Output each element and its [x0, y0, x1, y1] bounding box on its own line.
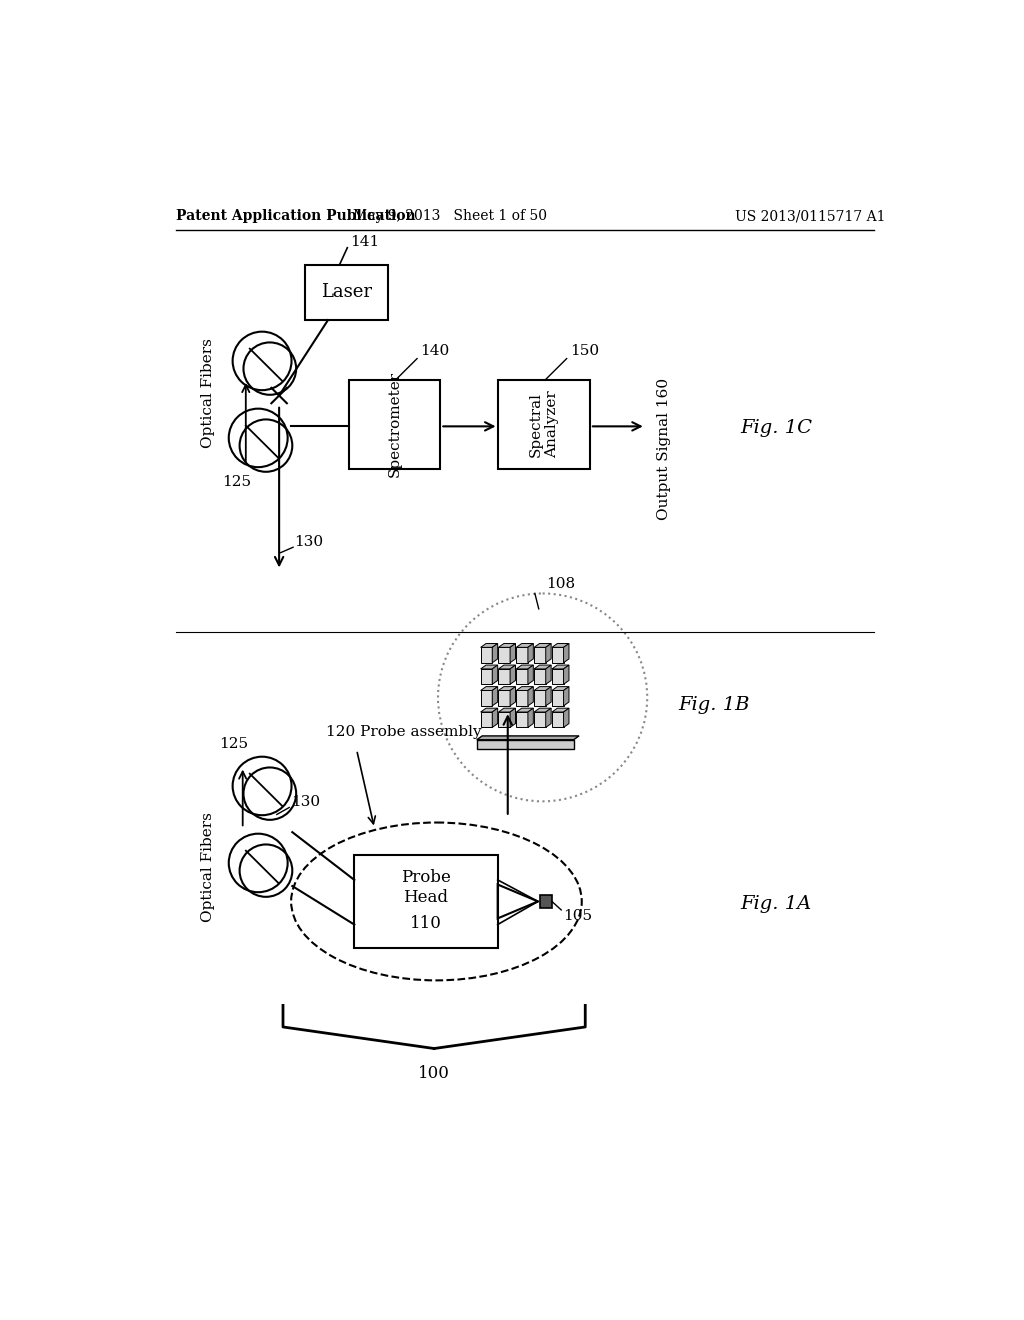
Polygon shape — [528, 644, 534, 663]
Polygon shape — [516, 647, 528, 663]
Polygon shape — [493, 686, 498, 706]
Polygon shape — [493, 644, 498, 663]
Text: 140: 140 — [420, 345, 450, 358]
Polygon shape — [552, 686, 569, 690]
Polygon shape — [535, 686, 551, 690]
Polygon shape — [528, 686, 534, 706]
Text: 120 Probe assembly: 120 Probe assembly — [326, 725, 481, 739]
Polygon shape — [528, 665, 534, 684]
Text: 150: 150 — [569, 345, 599, 358]
Text: Patent Application Publication: Patent Application Publication — [176, 209, 416, 223]
Polygon shape — [477, 739, 573, 748]
Text: 100: 100 — [418, 1065, 451, 1082]
Polygon shape — [516, 669, 528, 684]
Text: May 9, 2013   Sheet 1 of 50: May 9, 2013 Sheet 1 of 50 — [352, 209, 547, 223]
Polygon shape — [552, 669, 563, 684]
Polygon shape — [535, 647, 546, 663]
Polygon shape — [516, 708, 534, 711]
Text: 108: 108 — [547, 577, 575, 591]
Text: Optical Fibers: Optical Fibers — [201, 812, 215, 921]
Bar — [354, 855, 498, 948]
Text: 125: 125 — [219, 737, 248, 751]
Text: Spectrometer: Spectrometer — [388, 371, 401, 478]
Polygon shape — [546, 644, 551, 663]
Polygon shape — [552, 711, 563, 727]
Polygon shape — [499, 708, 515, 711]
Polygon shape — [480, 711, 493, 727]
Text: Laser: Laser — [322, 284, 372, 301]
Text: Optical Fibers: Optical Fibers — [201, 338, 215, 449]
Text: Fig. 1C: Fig. 1C — [740, 418, 812, 437]
Polygon shape — [477, 737, 579, 739]
Polygon shape — [493, 665, 498, 684]
Bar — [349, 380, 440, 469]
Polygon shape — [563, 686, 569, 706]
Polygon shape — [499, 669, 510, 684]
Polygon shape — [493, 708, 498, 727]
Text: US 2013/0115717 A1: US 2013/0115717 A1 — [735, 209, 886, 223]
Polygon shape — [552, 644, 569, 647]
Polygon shape — [516, 711, 528, 727]
Polygon shape — [552, 690, 563, 706]
Polygon shape — [480, 669, 493, 684]
Polygon shape — [516, 644, 534, 647]
Polygon shape — [480, 690, 493, 706]
Polygon shape — [499, 690, 510, 706]
Polygon shape — [528, 708, 534, 727]
Polygon shape — [563, 708, 569, 727]
Polygon shape — [516, 665, 534, 669]
Polygon shape — [546, 708, 551, 727]
Text: Fig. 1B: Fig. 1B — [678, 696, 750, 714]
Polygon shape — [546, 665, 551, 684]
Polygon shape — [563, 644, 569, 663]
Polygon shape — [510, 708, 515, 727]
Polygon shape — [499, 665, 515, 669]
Text: 110: 110 — [410, 915, 442, 932]
Polygon shape — [480, 686, 498, 690]
Polygon shape — [535, 665, 551, 669]
Polygon shape — [546, 686, 551, 706]
Polygon shape — [535, 708, 551, 711]
Polygon shape — [552, 708, 569, 711]
Polygon shape — [516, 690, 528, 706]
Polygon shape — [516, 686, 534, 690]
Polygon shape — [535, 690, 546, 706]
Text: 141: 141 — [349, 235, 379, 248]
Bar — [540, 895, 552, 908]
Polygon shape — [535, 669, 546, 684]
Polygon shape — [499, 644, 515, 647]
Polygon shape — [535, 644, 551, 647]
Polygon shape — [499, 686, 515, 690]
Text: 130: 130 — [291, 795, 319, 809]
Polygon shape — [510, 686, 515, 706]
Bar — [305, 264, 388, 321]
Polygon shape — [480, 647, 493, 663]
Polygon shape — [563, 665, 569, 684]
Text: 130: 130 — [295, 535, 324, 549]
Polygon shape — [535, 711, 546, 727]
Text: Probe
Head: Probe Head — [401, 870, 451, 906]
Text: Output Signal 160: Output Signal 160 — [656, 378, 671, 520]
Polygon shape — [480, 644, 498, 647]
Text: 125: 125 — [222, 475, 251, 488]
Polygon shape — [552, 665, 569, 669]
Polygon shape — [552, 647, 563, 663]
Polygon shape — [480, 665, 498, 669]
Text: 105: 105 — [563, 909, 592, 923]
Polygon shape — [480, 708, 498, 711]
Polygon shape — [499, 711, 510, 727]
Polygon shape — [510, 665, 515, 684]
Text: Fig. 1A: Fig. 1A — [740, 895, 811, 912]
Polygon shape — [499, 647, 510, 663]
Polygon shape — [510, 644, 515, 663]
Text: Spectral
Analyzer: Spectral Analyzer — [529, 391, 559, 458]
Bar — [499, 380, 590, 469]
